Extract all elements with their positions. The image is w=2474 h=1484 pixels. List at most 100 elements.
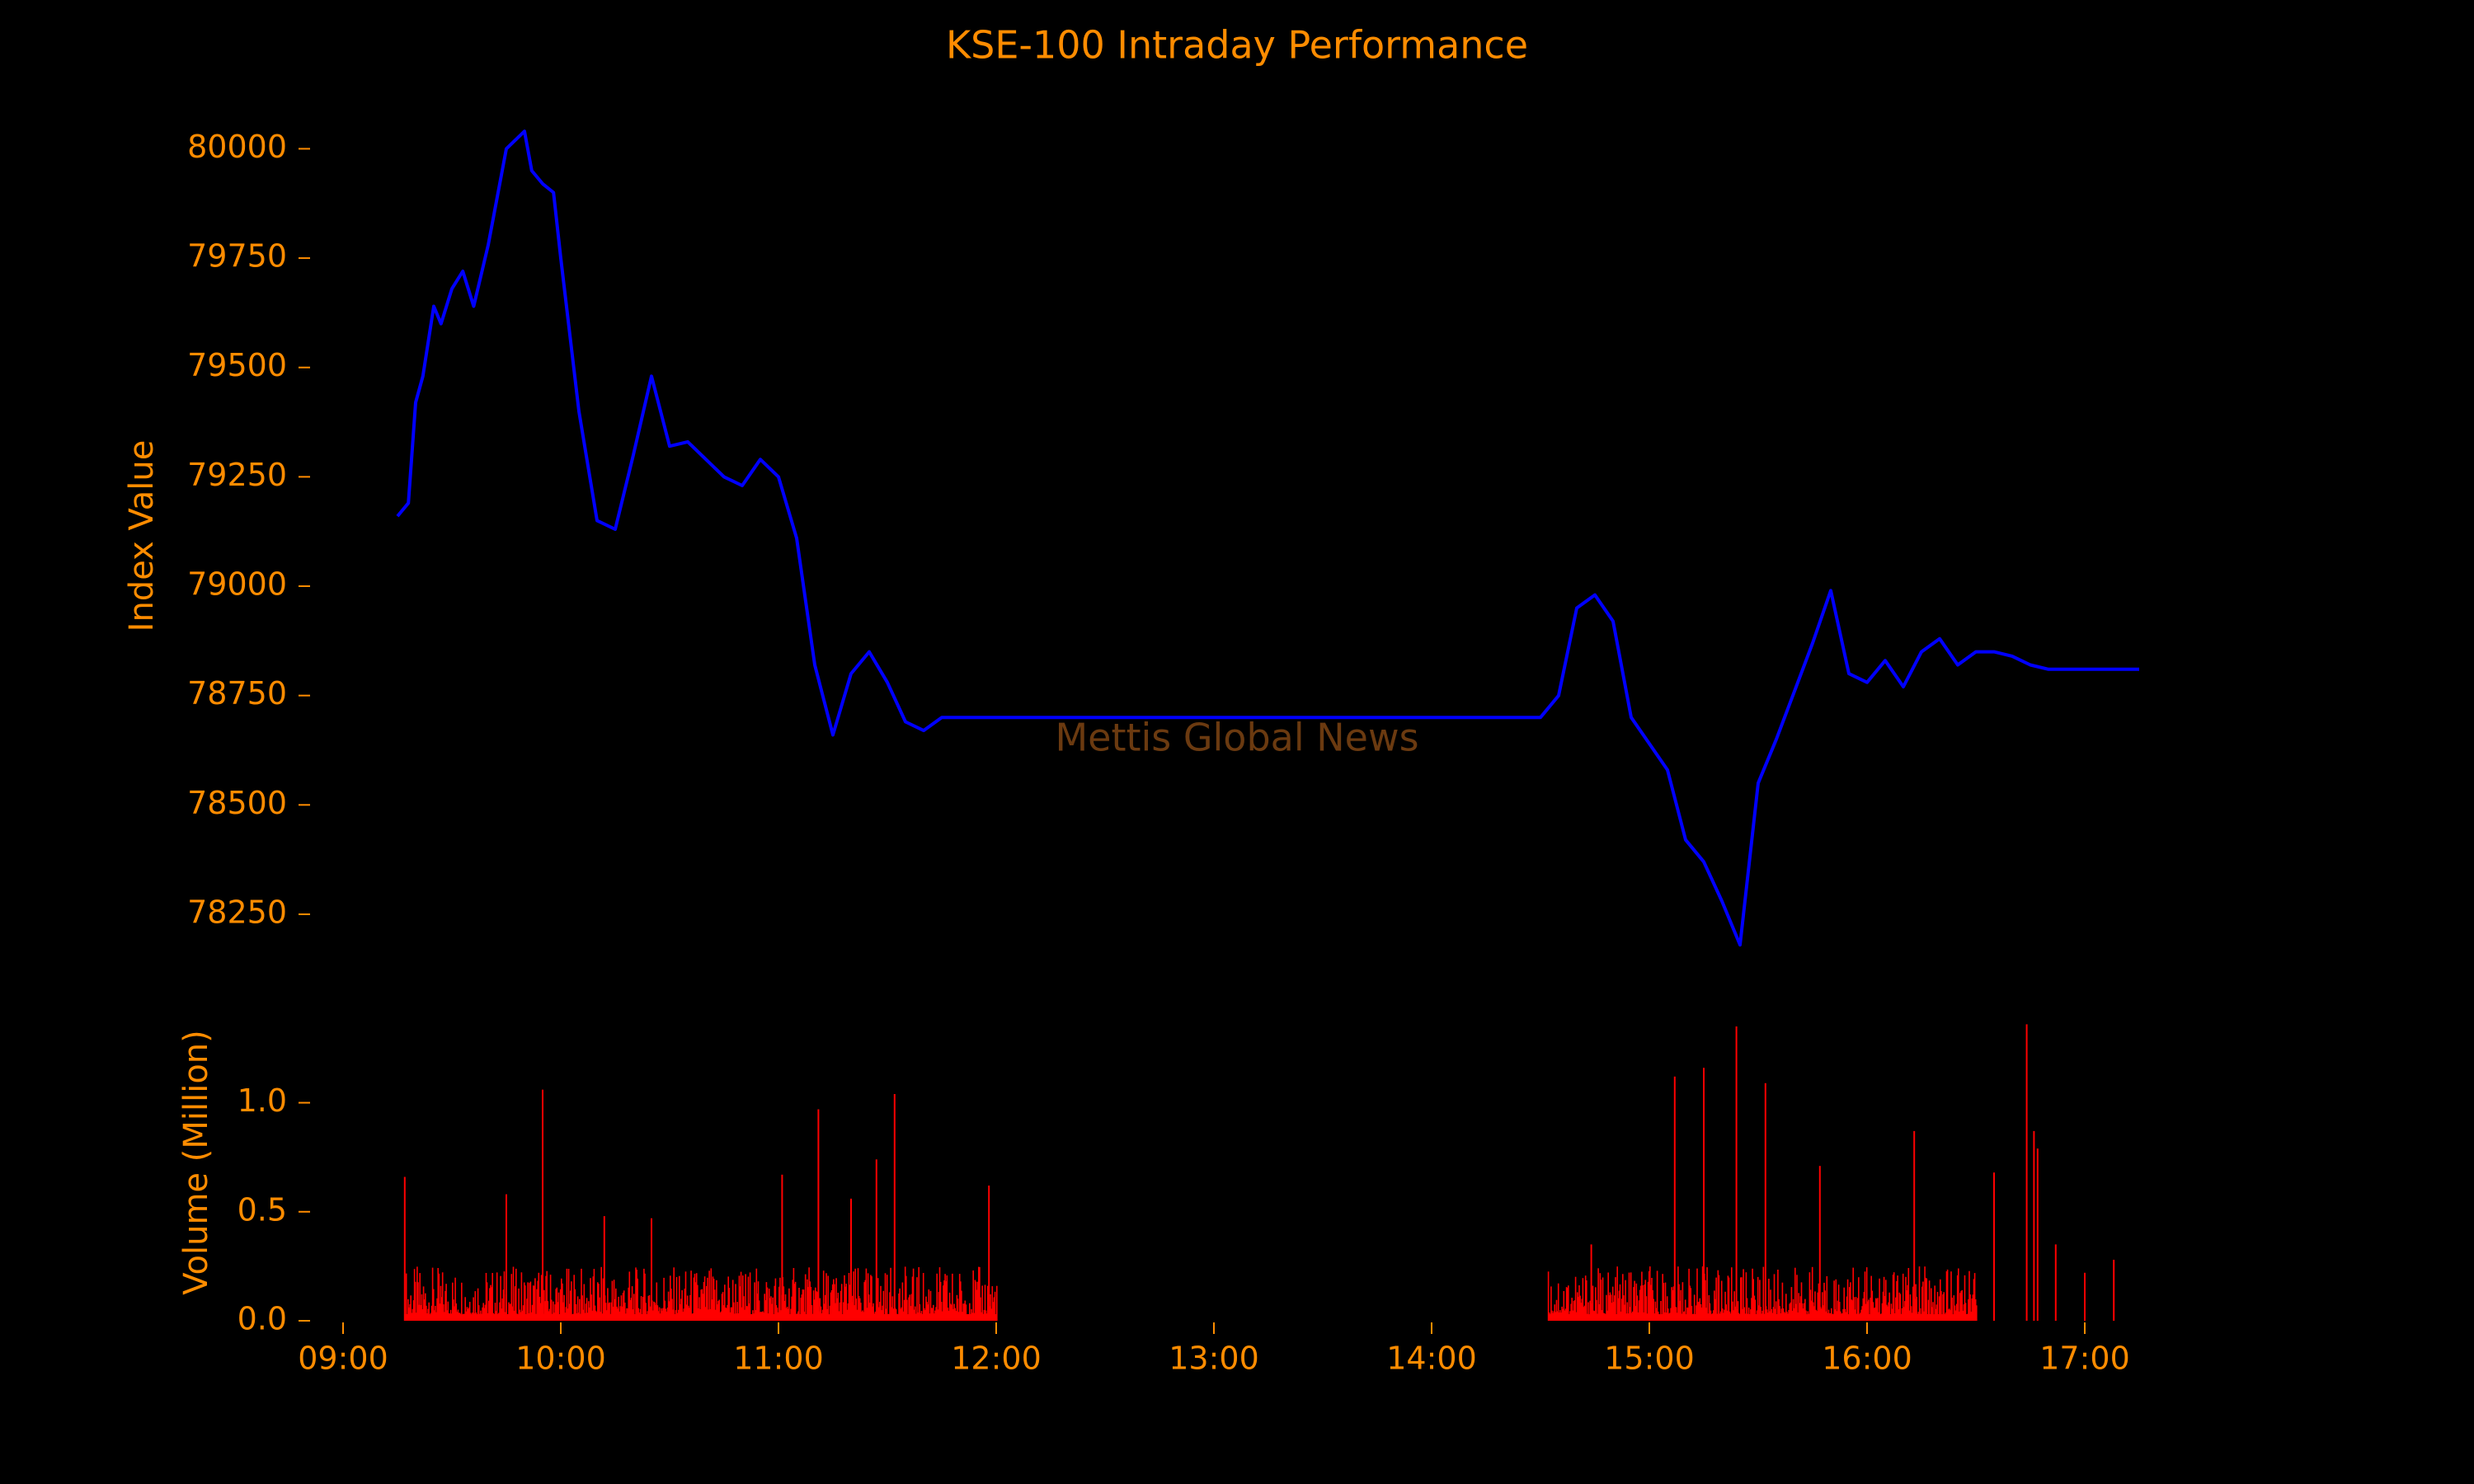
volume-bar	[822, 1270, 825, 1321]
volume-bar	[1722, 1308, 1724, 1321]
volume-bar	[751, 1314, 753, 1321]
volume-bar	[504, 1312, 506, 1321]
volume-bar	[1872, 1302, 1874, 1321]
volume-bar	[472, 1313, 473, 1321]
price-plot-area	[396, 129, 2139, 947]
volume-bar	[1649, 1266, 1651, 1321]
volume-bar	[668, 1301, 670, 1321]
volume-bar	[1669, 1313, 1671, 1321]
volume-bar	[416, 1313, 417, 1321]
volume-bar	[562, 1283, 563, 1321]
volume-bar	[446, 1310, 448, 1321]
volume-bar	[919, 1304, 921, 1321]
volume-bar	[1615, 1277, 1616, 1321]
volume-bar	[1639, 1289, 1641, 1321]
volume-bar	[1675, 1307, 1677, 1321]
volume-bar	[623, 1290, 625, 1321]
volume-bar	[934, 1313, 935, 1321]
volume-bar	[1586, 1280, 1587, 1321]
volume-bar	[799, 1314, 801, 1321]
volume-bar	[958, 1274, 961, 1321]
volume-bar	[532, 1285, 534, 1321]
volume-bar	[675, 1277, 678, 1321]
volume-bar	[890, 1267, 891, 1321]
volume-bar	[839, 1302, 841, 1321]
volume-bar	[1550, 1286, 1552, 1321]
volume-bar	[471, 1314, 473, 1321]
volume-bar	[610, 1302, 613, 1321]
volume-bar	[1756, 1310, 1758, 1321]
volume-bar	[1944, 1313, 1946, 1321]
volume-bar	[1665, 1313, 1667, 1321]
volume-bar	[421, 1309, 424, 1321]
price-y-axis: 78250 78500 78750 79000 79250 79500 79750 80000	[187, 129, 310, 930]
volume-bar	[664, 1300, 666, 1321]
volume-bar	[978, 1266, 980, 1321]
volume-bar	[1846, 1296, 1848, 1321]
volume-bar	[1720, 1280, 1723, 1321]
volume-bar	[1802, 1308, 1804, 1321]
volume-bar	[733, 1302, 735, 1321]
volume-bar	[1644, 1280, 1647, 1321]
volume-bar	[1725, 1304, 1727, 1321]
volume-bar	[458, 1313, 460, 1321]
volume-bar	[1807, 1311, 1808, 1321]
volume-bar	[1769, 1311, 1771, 1321]
volume-bar	[691, 1313, 693, 1321]
volume-peak-bar	[1818, 1166, 1821, 1321]
volume-bar	[1717, 1270, 1719, 1321]
price-y-axis-label: Index Value	[123, 440, 161, 632]
volume-bar	[548, 1311, 550, 1321]
volume-bar	[598, 1284, 600, 1321]
volume-bar	[492, 1273, 493, 1321]
volume-bar	[1750, 1309, 1752, 1321]
volume-bar	[683, 1308, 685, 1321]
volume-bar	[1945, 1271, 1948, 1321]
volume-bar	[1901, 1308, 1903, 1321]
volume-bar	[519, 1309, 520, 1321]
volume-bar	[501, 1298, 504, 1321]
volume-bar	[1927, 1299, 1930, 1321]
volume-bar	[957, 1298, 959, 1321]
volume-bar	[1766, 1309, 1768, 1321]
volume-bar	[1784, 1313, 1786, 1321]
volume-bar	[789, 1314, 791, 1321]
volume-bar	[1915, 1284, 1917, 1321]
volume-bar	[528, 1313, 529, 1321]
volume-bar	[901, 1307, 903, 1321]
volume-bar	[863, 1312, 864, 1321]
volume-bar	[1601, 1310, 1603, 1321]
volume-bar	[755, 1268, 758, 1321]
volume-bar	[778, 1286, 780, 1321]
volume-bar	[593, 1269, 595, 1321]
volume-bar	[611, 1280, 614, 1321]
volume-bar	[910, 1306, 912, 1321]
volume-bar	[1634, 1280, 1635, 1321]
volume-bar	[447, 1301, 449, 1321]
volume-plot-area	[403, 1024, 2115, 1321]
volume-bar	[911, 1276, 914, 1321]
volume-bar	[727, 1276, 729, 1321]
volume-bar	[688, 1305, 689, 1321]
volume-bar	[1780, 1308, 1783, 1321]
volume-bar	[1643, 1312, 1644, 1321]
volume-bar	[1822, 1292, 1823, 1321]
volume-bar	[872, 1306, 873, 1321]
volume-bar	[510, 1303, 511, 1321]
volume-bar	[1831, 1308, 1832, 1321]
volume-bar	[487, 1313, 489, 1321]
volume-bar	[462, 1314, 463, 1321]
volume-peak-bar	[542, 1089, 543, 1321]
volume-bar	[523, 1282, 525, 1321]
volume-bar	[557, 1292, 560, 1321]
volume-bar	[1798, 1293, 1799, 1321]
volume-bar	[429, 1314, 431, 1321]
volume-bar	[772, 1297, 774, 1321]
volume-bar	[727, 1304, 728, 1321]
volume-bar	[1746, 1298, 1748, 1321]
volume-bar	[887, 1313, 889, 1321]
volume-bar	[713, 1289, 716, 1321]
volume-bar	[1680, 1289, 1681, 1321]
volume-bar	[1737, 1301, 1739, 1321]
volume-bar	[1761, 1313, 1762, 1321]
